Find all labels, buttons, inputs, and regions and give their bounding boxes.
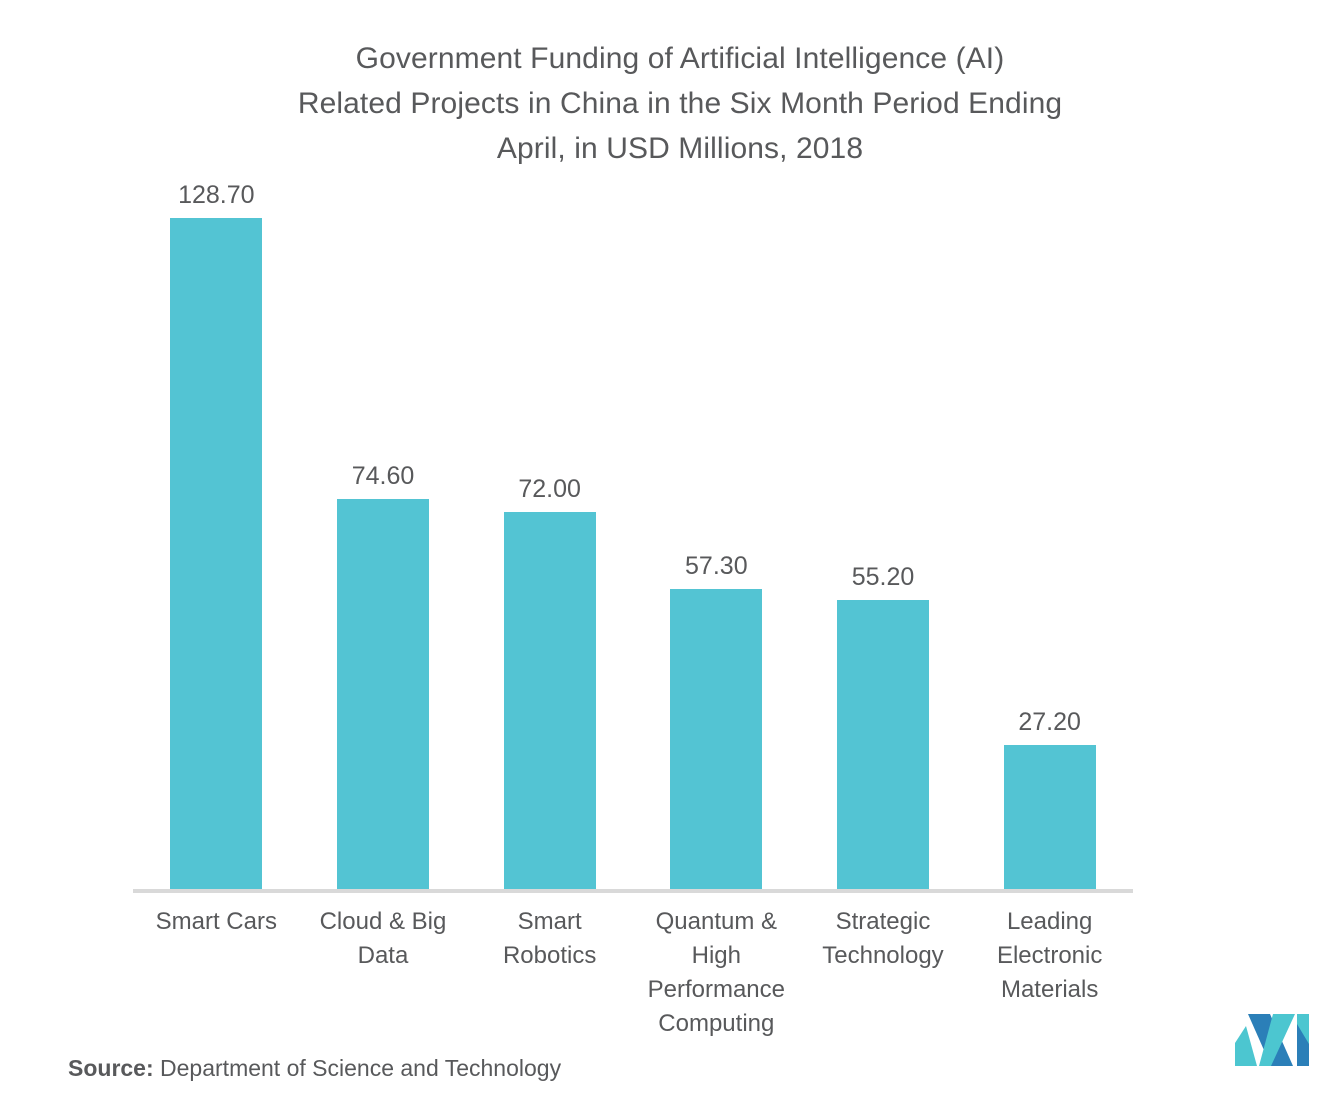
x-tick-label-strategic-technology: Strategic Technology <box>822 908 944 969</box>
bar-group-leading-electronic-materials[interactable]: 27.20 <box>966 180 1133 890</box>
bar-group-strategic-technology[interactable]: 55.20 <box>800 180 967 890</box>
bar-group-smart-cars[interactable]: 128.70 <box>133 180 300 890</box>
bar-rect[interactable] <box>170 218 263 890</box>
bar-value-label: 72.00 <box>518 475 581 503</box>
bar-value-label: 55.20 <box>851 563 915 591</box>
bar-value-label: 74.60 <box>351 462 415 490</box>
bar-rect[interactable] <box>503 512 596 890</box>
bar-group-quantum-high-performance-computing[interactable]: 57.30 <box>633 180 800 890</box>
x-tick-label-quantum-high-performance-computing: Quantum & High Performance Computing <box>647 908 785 1037</box>
x-tick-label-cloud-big-data: Cloud & Big Data <box>319 908 447 969</box>
plot-area: 128.70 74.60 72.00 57.30 55.20 27.20 <box>133 180 1133 890</box>
bar-group-smart-robotics[interactable]: 72.00 <box>466 180 633 890</box>
x-axis-line <box>133 889 1133 893</box>
x-axis-tick-labels: Smart Cars Cloud & Big Data Smart Roboti… <box>133 905 1133 1041</box>
m-logo-icon <box>1235 1014 1309 1066</box>
source-text: Department of Science and Technology <box>153 1055 562 1081</box>
bar-value-label: 57.30 <box>685 552 748 580</box>
source-label: Source: <box>68 1055 154 1081</box>
mordor-intelligence-logo <box>1233 1012 1311 1068</box>
bar-value-label: 128.70 <box>178 181 255 209</box>
x-tick-label-leading-electronic-materials: Leading Electronic Materials <box>996 908 1103 1003</box>
bar-rect[interactable] <box>670 589 763 890</box>
x-tick-label-smart-robotics: Smart Robotics <box>502 908 597 969</box>
bar-rect[interactable] <box>836 600 929 890</box>
x-tick-label-smart-cars: Smart Cars <box>155 908 277 935</box>
bar-rect[interactable] <box>1003 745 1096 890</box>
page-title: Government Funding of Artificial Intelli… <box>297 42 1063 165</box>
bar-value-label: 27.20 <box>1018 708 1081 736</box>
bar-series: 128.70 74.60 72.00 57.30 55.20 27.20 <box>133 180 1133 890</box>
bar-group-cloud-big-data[interactable]: 74.60 <box>300 180 467 890</box>
source-note: Source: Department of Science and Techno… <box>68 1053 561 1083</box>
bar-rect[interactable] <box>336 499 429 890</box>
